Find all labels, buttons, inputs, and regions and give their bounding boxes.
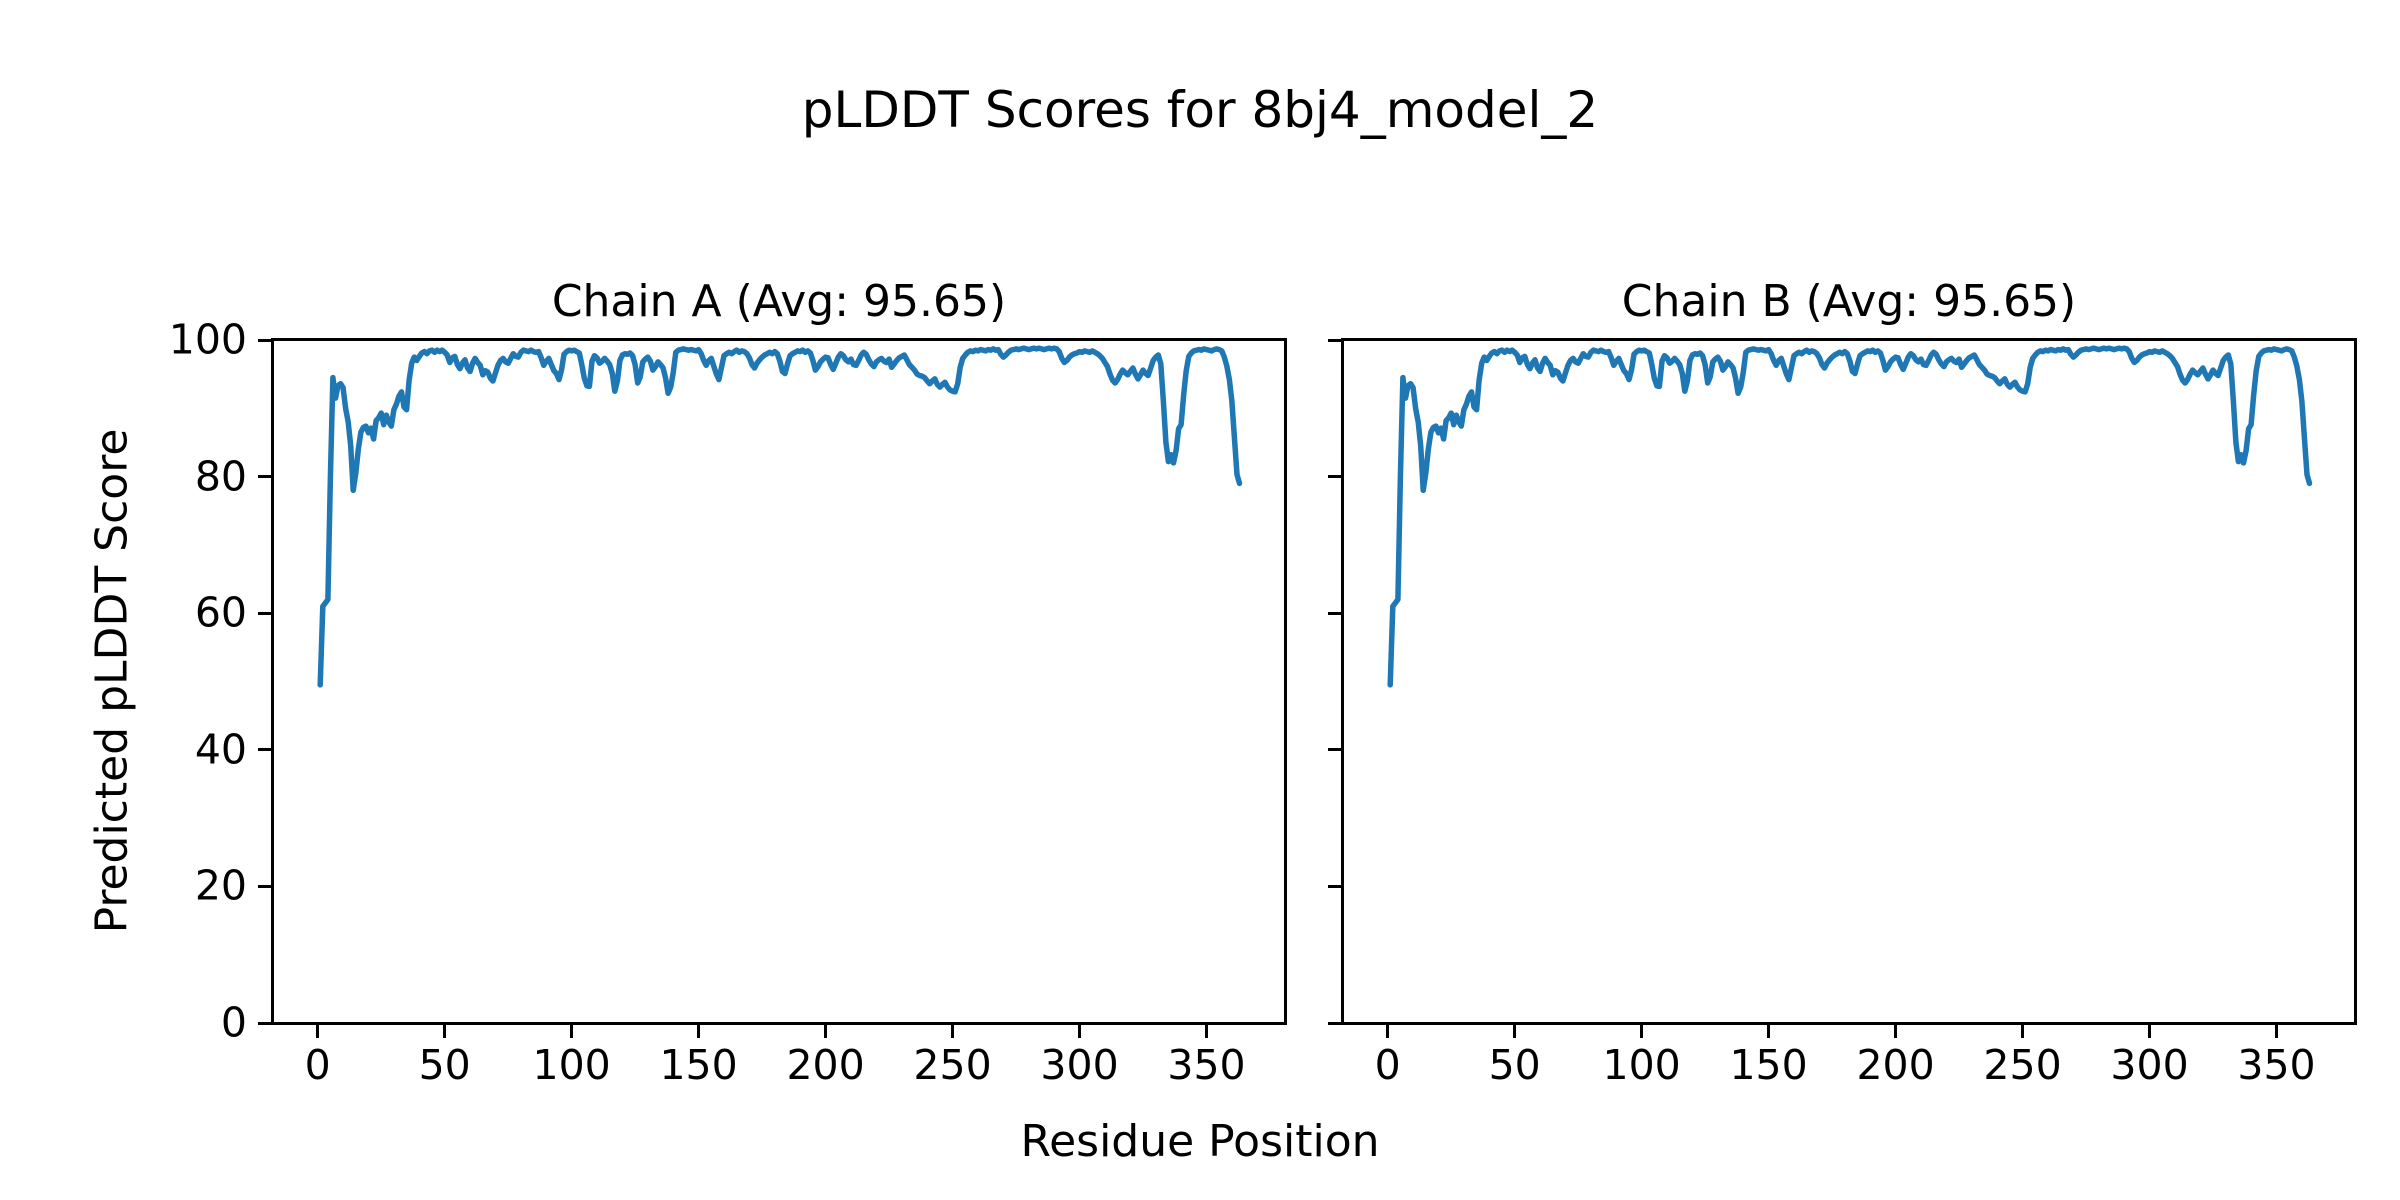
- x-tick-label: 300: [1040, 1041, 1119, 1089]
- plddt-line-chain-a: [317, 345, 1243, 688]
- y-tick-label: 80: [194, 452, 247, 501]
- y-tick-mark: [258, 338, 273, 342]
- y-tick-mark: [258, 475, 273, 479]
- x-tick-label: 350: [1167, 1041, 1246, 1089]
- y-tick-label: 100: [168, 315, 247, 364]
- x-tick-label: 50: [418, 1041, 471, 1089]
- y-tick-mark: [1328, 884, 1343, 888]
- x-tick-label: 250: [1983, 1041, 2062, 1089]
- x-axis-label: Residue Position: [1020, 1116, 1380, 1167]
- x-tick-mark: [1205, 1023, 1209, 1038]
- figure-title: pLDDT Scores for 8bj4_model_2: [801, 81, 1599, 139]
- x-tick-label: 150: [659, 1041, 738, 1089]
- y-tick-mark: [258, 884, 273, 888]
- x-tick-mark: [697, 1023, 701, 1038]
- y-tick-mark: [1328, 475, 1343, 479]
- y-axis-label: Predicted pLDDT Score: [86, 428, 138, 934]
- x-tick-label: 50: [1488, 1041, 1541, 1089]
- x-tick-label: 200: [1856, 1041, 1935, 1089]
- y-tick-mark: [1328, 338, 1343, 342]
- x-tick-label: 150: [1729, 1041, 1808, 1089]
- x-tick-mark: [316, 1023, 320, 1038]
- x-tick-mark: [2021, 1023, 2025, 1038]
- x-tick-mark: [951, 1023, 955, 1038]
- x-tick-label: 0: [1374, 1041, 1401, 1089]
- x-tick-mark: [1513, 1023, 1517, 1038]
- x-tick-mark: [1386, 1023, 1390, 1038]
- y-tick-mark: [258, 748, 273, 752]
- x-tick-label: 350: [2237, 1041, 2316, 1089]
- x-tick-mark: [2275, 1023, 2279, 1038]
- y-tick-label: 40: [194, 725, 247, 774]
- x-tick-mark: [570, 1023, 574, 1038]
- y-tick-mark: [1328, 748, 1343, 752]
- x-tick-mark: [2148, 1023, 2152, 1038]
- x-tick-label: 100: [1602, 1041, 1681, 1089]
- y-tick-label: 0: [220, 998, 247, 1047]
- y-tick-label: 60: [194, 588, 247, 637]
- chain-a-title: Chain A (Avg: 95.65): [551, 276, 1007, 327]
- y-tick-mark: [1328, 611, 1343, 615]
- x-tick-label: 100: [532, 1041, 611, 1089]
- y-tick-label: 20: [194, 861, 247, 910]
- y-tick-mark: [1328, 1021, 1343, 1025]
- x-tick-mark: [1078, 1023, 1082, 1038]
- x-tick-label: 250: [913, 1041, 992, 1089]
- plddt-line-chain-b: [1387, 345, 2313, 688]
- x-tick-label: 300: [2110, 1041, 2189, 1089]
- y-tick-mark: [258, 611, 273, 615]
- y-tick-mark: [258, 1021, 273, 1025]
- x-tick-mark: [1894, 1023, 1898, 1038]
- chain-b-axes: [1341, 338, 2357, 1025]
- chain-b-title: Chain B (Avg: 95.65): [1621, 276, 2077, 327]
- x-tick-mark: [443, 1023, 447, 1038]
- x-tick-mark: [1640, 1023, 1644, 1038]
- x-tick-mark: [824, 1023, 828, 1038]
- x-tick-label: 200: [786, 1041, 865, 1089]
- x-tick-label: 0: [304, 1041, 331, 1089]
- x-tick-mark: [1767, 1023, 1771, 1038]
- chain-a-axes: [271, 338, 1287, 1025]
